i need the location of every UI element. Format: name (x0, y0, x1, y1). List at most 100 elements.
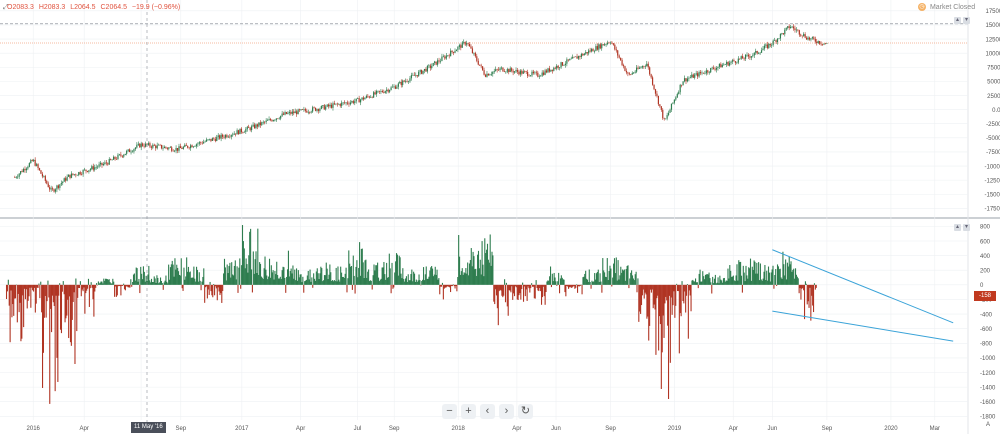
expand-icon[interactable]: ⤢ (3, 4, 9, 11)
indicator-bar (548, 280, 550, 285)
indicator-bar (749, 268, 751, 285)
indicator-bar (695, 282, 698, 285)
indicator-pane[interactable] (5, 225, 817, 404)
indicator-bar (28, 284, 30, 297)
indicator-bar (693, 281, 695, 285)
scroll-back-button[interactable]: ‹ (480, 404, 495, 419)
indicator-bar (348, 250, 350, 285)
price-candle-body (169, 147, 171, 148)
indicator-bar (459, 274, 462, 285)
indicator-bar (491, 251, 493, 285)
indicator-down-button[interactable]: ▾ (963, 224, 970, 231)
indicator-bar (488, 262, 490, 285)
price-candle-body (355, 98, 357, 102)
price-candle-body (391, 86, 394, 88)
indicator-bar (349, 263, 351, 285)
price-candle-body (630, 74, 632, 75)
price-axis-label: -5000.00 (986, 136, 1000, 142)
indicator-bar (386, 262, 388, 285)
indicator-bar (118, 284, 120, 286)
price-candle-body (323, 105, 325, 110)
price-candle-body (242, 132, 244, 133)
indicator-bar (793, 268, 795, 285)
pane-up-button[interactable]: ▴ (954, 17, 961, 24)
indicator-bar (442, 284, 444, 300)
price-candle-body (688, 77, 690, 79)
indicator-bar (223, 273, 225, 285)
indicator-bar (673, 284, 675, 292)
indicator-bar (327, 279, 329, 285)
price-pane[interactable] (0, 23, 968, 194)
indicator-bar (592, 281, 594, 285)
price-candle-body (749, 56, 751, 58)
indicator-up-button[interactable]: ▴ (954, 224, 961, 231)
indicator-bar (618, 279, 620, 285)
price-candle-body (352, 101, 354, 104)
indicator-bar (642, 284, 644, 290)
pane-down-button[interactable]: ▾ (963, 17, 970, 24)
zoom-out-button[interactable]: − (442, 404, 457, 419)
indicator-bar (385, 279, 387, 285)
indicator-bar (324, 275, 326, 285)
scroll-forward-button[interactable]: › (499, 404, 514, 419)
price-candle-body (795, 29, 798, 31)
indicator-bar (216, 284, 218, 301)
indicator-bar (196, 269, 199, 285)
indicator-bar (48, 284, 50, 298)
indicator-bar (561, 277, 563, 285)
price-candle-body (560, 62, 562, 68)
price-candle-body (598, 44, 600, 50)
price-candle-body (585, 52, 587, 54)
price-candle-body (78, 172, 80, 176)
price-candle-body (686, 78, 689, 82)
indicator-bar (195, 281, 197, 285)
price-candle-body (394, 86, 397, 89)
price-axis-label: 5000.00 (987, 80, 1000, 86)
price-candle-body (599, 44, 601, 49)
indicator-bar (751, 266, 753, 285)
price-candle-body (188, 147, 190, 149)
indicator-bar (138, 278, 140, 285)
indicator-bar (783, 264, 785, 285)
indicator-bar (648, 284, 650, 341)
zoom-in-button[interactable]: + (461, 404, 476, 419)
reset-chart-icon[interactable]: ↻ (518, 404, 533, 419)
indicator-bar (40, 281, 42, 285)
indicator-bar (786, 262, 788, 285)
price-candle-body (351, 101, 353, 103)
indicator-bar (386, 277, 389, 285)
indicator-bar (368, 269, 370, 285)
price-candle-body (760, 50, 763, 53)
price-axis-label: 10000.00 (985, 51, 1000, 57)
indicator-bar (68, 284, 70, 339)
indicator-bar (543, 284, 545, 297)
price-candle-body (319, 108, 321, 111)
indicator-bar (790, 261, 792, 285)
indicator-bar (645, 284, 647, 295)
price-candle-body (415, 75, 417, 76)
price-candle-body (123, 155, 125, 157)
indicator-bar (25, 284, 27, 290)
indicator-bar (297, 270, 299, 285)
indicator-bar (571, 284, 573, 288)
indicator-bar (188, 272, 190, 285)
price-candle-body (590, 49, 593, 52)
indicator-bar (687, 284, 689, 339)
indicator-bar (92, 284, 94, 300)
indicator-bar (574, 284, 576, 289)
indicator-bar (665, 284, 667, 297)
price-candle-body (728, 62, 731, 66)
price-candle-body (454, 51, 456, 53)
indicator-bar (473, 256, 475, 285)
market-status[interactable]: ◷ Market Closed (918, 3, 975, 11)
price-candle-body (147, 143, 150, 145)
indicator-bar (436, 269, 438, 285)
auto-scale-toggle[interactable]: A (986, 422, 991, 428)
indicator-bar (186, 257, 188, 285)
indicator-bar (87, 278, 90, 285)
price-candle-body (413, 74, 415, 76)
indicator-bar (112, 278, 114, 285)
price-candle-body (14, 177, 16, 178)
